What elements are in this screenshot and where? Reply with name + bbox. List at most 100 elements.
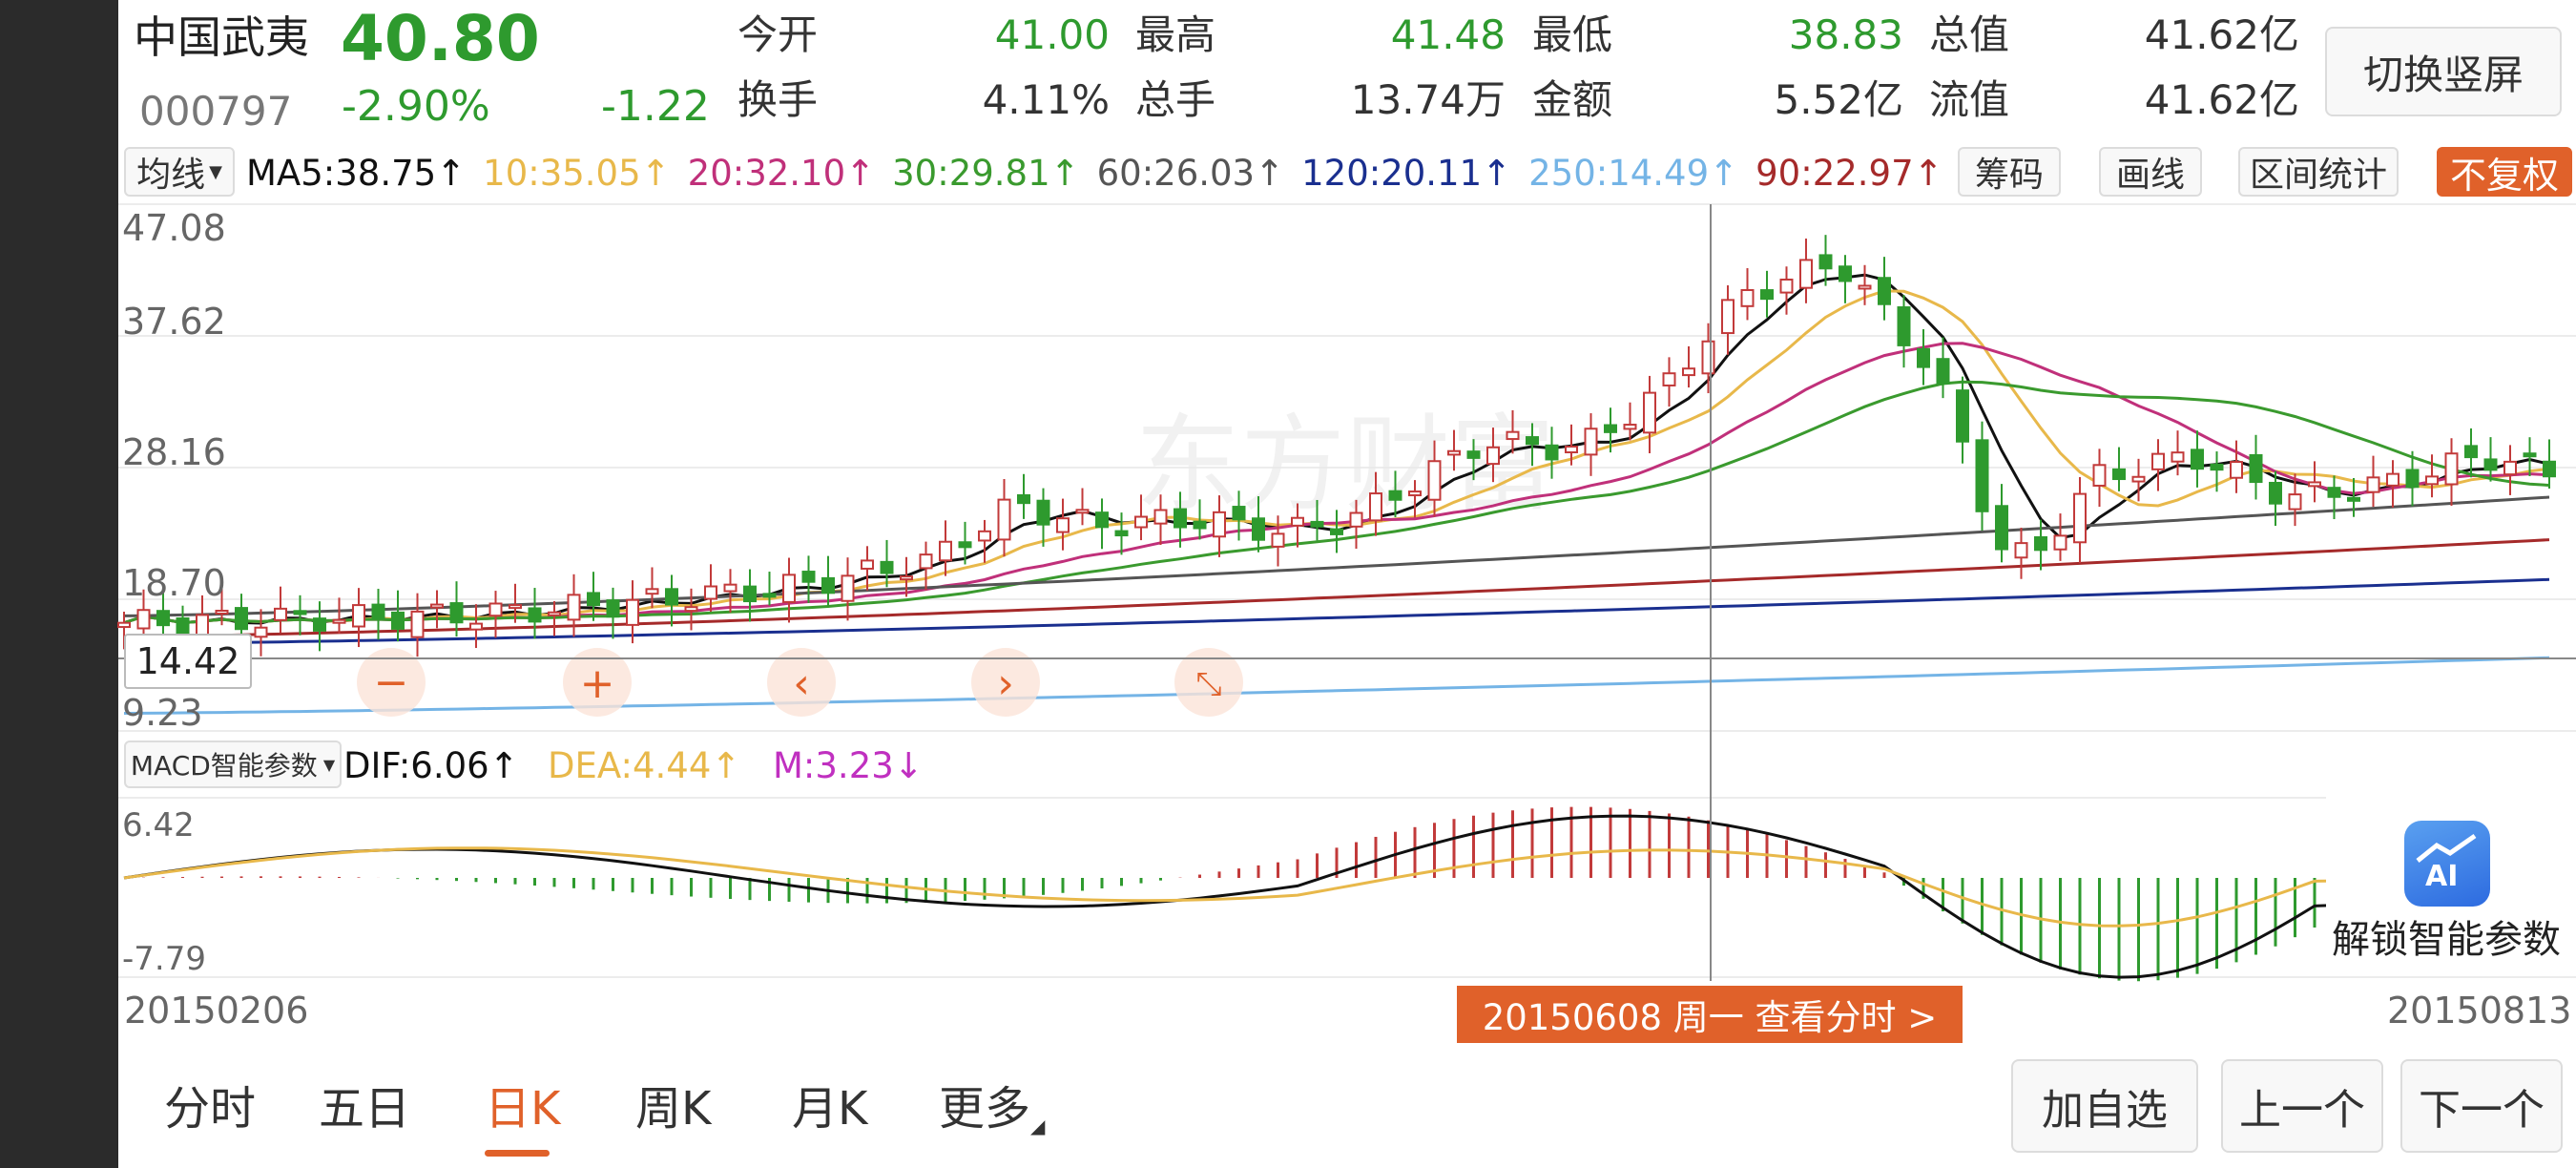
ai-params-panel[interactable]: AI 解锁智能参数 [2326, 797, 2576, 969]
tab-0[interactable]: 分时 [164, 1082, 257, 1136]
candle-body [997, 498, 1011, 541]
range-stats-button[interactable]: 区间统计 [2238, 147, 2399, 197]
next-stock-button[interactable]: 下一个 [2400, 1059, 2563, 1153]
stat-label: 最低 [1532, 11, 1613, 58]
candle-body [1271, 532, 1285, 548]
candle-body [156, 610, 170, 627]
kline-grid [118, 203, 2576, 732]
ai-chart-icon: AI [2404, 821, 2490, 907]
date-end: 20150813 [2387, 990, 2572, 1032]
ma-value: 30:29.81↑ [892, 153, 1080, 194]
candle-body [2269, 481, 2282, 505]
zoom-in-button[interactable] [563, 648, 632, 717]
tab-1[interactable]: 五日 [319, 1082, 411, 1136]
candle-body [919, 553, 933, 570]
candle-body [1291, 516, 1304, 527]
candle-body [1134, 515, 1148, 529]
candle-body [1604, 424, 1617, 433]
candle-body [2171, 451, 2185, 463]
stat-value: 41.62亿 [2144, 11, 2299, 58]
crosshair-price-label: 14.42 [124, 634, 252, 689]
candle-body [2543, 460, 2556, 478]
pan-right-button[interactable] [971, 648, 1040, 717]
draw-line-button[interactable]: 画线 [2099, 147, 2202, 197]
crosshair-date-button[interactable]: 20150608 周一 查看分时 > [1457, 986, 1963, 1043]
candle-body [352, 604, 365, 628]
left-edge-bar [0, 0, 118, 1168]
stock-code: 000797 [139, 88, 293, 135]
tab-3[interactable]: 周K [635, 1082, 712, 1136]
chips-button[interactable]: 筹码 [1958, 147, 2061, 197]
candle-body [1114, 530, 1129, 537]
candle-body [2014, 542, 2028, 559]
chevron-right-icon: › [997, 659, 1014, 708]
candle-body [1995, 505, 2008, 551]
candle-body [1095, 511, 1109, 529]
candle-body [587, 592, 600, 607]
candle-body [1721, 299, 1735, 335]
active-tab-indicator [485, 1150, 550, 1157]
tab-5[interactable]: 更多 [939, 1082, 1031, 1136]
add-watchlist-button[interactable]: 加自选 [2011, 1059, 2198, 1153]
candle-body [1369, 492, 1382, 522]
ai-badge-text: AI [2425, 860, 2459, 893]
candle-body [509, 604, 522, 610]
candle-body [2151, 452, 2165, 470]
candle-body [880, 560, 894, 574]
candle-body [1545, 444, 1559, 461]
candle-body [801, 571, 816, 583]
candle-body [176, 617, 190, 635]
candle-body [1779, 278, 1794, 294]
candle-body [2386, 472, 2399, 487]
candle-body [2191, 448, 2204, 470]
candle-body [684, 606, 698, 613]
candle-body [900, 575, 913, 581]
candle-body [1310, 520, 1324, 528]
no-adjust-button[interactable]: 不复权 [2437, 147, 2572, 197]
candle-body [2073, 492, 2087, 544]
price-axis-label: 37.62 [122, 301, 226, 343]
stat-label: 最高 [1135, 11, 1216, 58]
candle-body [1153, 509, 1168, 525]
tab-2[interactable]: 日K [485, 1082, 561, 1136]
previous-stock-button[interactable]: 上一个 [2221, 1059, 2383, 1153]
macd-dea-line [123, 846, 2355, 928]
price-axis-label: 9.23 [122, 692, 203, 734]
ma-value: 90:22.97↑ [1755, 153, 1943, 194]
ma-selector[interactable]: 均线 ▼ [124, 147, 235, 197]
candle-body [1349, 511, 1363, 528]
candle-body [117, 621, 131, 629]
stat-value: 4.11% [982, 76, 1110, 123]
change-percent: -2.90% [342, 82, 490, 131]
chart-nav-overlay[interactable]: − + ‹ › ⤡ [357, 648, 1243, 717]
candle-body [2249, 453, 2263, 484]
fullscreen-button[interactable] [1174, 648, 1243, 717]
ma-value: 60:26.03↑ [1096, 153, 1285, 194]
macd-axis-bottom: -7.79 [122, 940, 206, 978]
stat-value: 5.52亿 [1774, 76, 1903, 123]
stat-label: 金额 [1532, 76, 1613, 123]
candle-body [958, 541, 972, 549]
candle-body [1584, 428, 1598, 456]
candle-body [274, 607, 287, 621]
date-start: 20150206 [124, 990, 309, 1032]
candle-body [2503, 460, 2517, 476]
tab-4[interactable]: 月K [792, 1082, 868, 1136]
candle-body [2347, 496, 2360, 502]
pan-left-button[interactable] [767, 648, 836, 717]
toggle-orientation-button[interactable]: 切换竖屏 [2325, 27, 2562, 116]
candle-body [1839, 265, 1852, 282]
macd-selector-label: MACD智能参数 [130, 750, 318, 782]
zoom-out-button[interactable] [357, 648, 426, 717]
dropdown-triangle-icon: ▼ [322, 755, 336, 774]
candle-body [1682, 367, 1695, 377]
ma-line [123, 538, 2550, 638]
macd-selector[interactable]: MACD智能参数 ▼ [124, 740, 342, 788]
candle-body [1956, 389, 1969, 443]
candle-body [1878, 277, 1891, 305]
plus-icon: + [580, 659, 615, 708]
candle-body [2464, 445, 2478, 459]
candle-body [1388, 490, 1402, 501]
macd-dif: DIF:6.06↑ [343, 745, 519, 786]
